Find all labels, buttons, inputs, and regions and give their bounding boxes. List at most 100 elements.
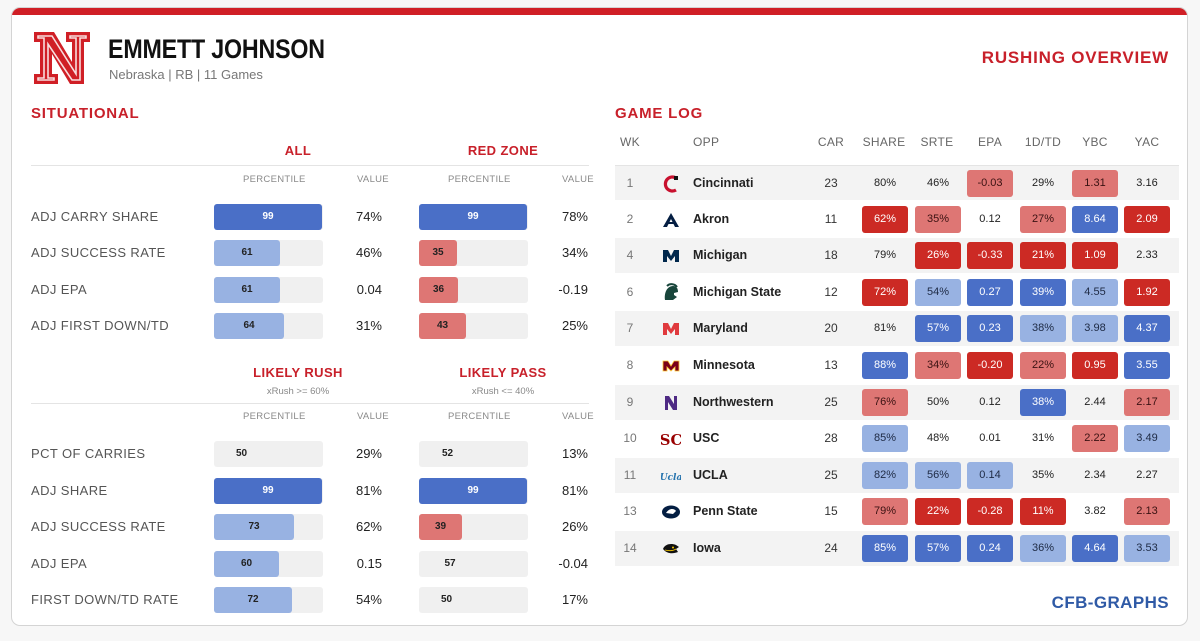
stat-cell-share: 82% [862, 461, 908, 489]
stat-cell-1d-td: 39% [1020, 278, 1066, 306]
metric-label: PCT OF CARRIES [31, 446, 146, 461]
stat-cell-ybc: 3.82 [1084, 505, 1106, 518]
stat-cell-epa: 0.01 [979, 432, 1001, 445]
stat-cell-ybc: 4.55 [1072, 278, 1118, 306]
week-cell: 13 [623, 504, 637, 519]
stat-cell-ybc: 0.95 [1072, 352, 1118, 379]
metric-label: FIRST DOWN/TD RATE [31, 592, 179, 607]
stat-cell-share: 81% [873, 322, 897, 335]
percentile-bar: 39 [419, 514, 528, 540]
opponent-cell: Michigan State [693, 284, 782, 299]
metric-value: 81% [355, 483, 382, 498]
metric-label: ADJ SHARE [31, 483, 108, 498]
percentile-bar: 35 [419, 240, 528, 266]
game-log-title: GAME LOG [615, 105, 704, 122]
percentile-label: 64 [243, 320, 255, 331]
week-cell: 8 [626, 358, 634, 372]
col-header-epa: EPA [977, 135, 1003, 149]
week-cell: 9 [626, 394, 634, 409]
stat-cell-epa: 0.27 [967, 278, 1013, 306]
percentile-label: 50 [235, 448, 248, 459]
player-subtitle: Nebraska | RB | 11 Games [109, 67, 263, 82]
akron-a-icon [661, 210, 681, 230]
stat-cell-ybc: 8.64 [1072, 205, 1118, 233]
stat-cell-yac: 2.13 [1124, 498, 1170, 526]
maryland-m-icon [661, 319, 681, 339]
report-card: EMMETT JOHNSON Nebraska | RB | 11 Games … [11, 7, 1188, 626]
metric-label: ADJ SUCCESS RATE [31, 245, 166, 260]
stat-cell-srte: 54% [915, 278, 961, 306]
stat-cell-srte: 46% [926, 177, 950, 189]
stat-cell-epa: 0.24 [967, 535, 1013, 562]
carries-cell: 28 [824, 431, 838, 446]
stat-cell-srte: 56% [915, 461, 961, 489]
stat-cell-yac: 1.92 [1124, 278, 1170, 306]
metric-value: 46% [355, 245, 382, 260]
stat-cell-srte: 57% [915, 535, 961, 562]
opponent-cell: UCLA [693, 467, 728, 482]
stat-cell-1d-td: 22% [1020, 352, 1066, 379]
percentile-header: PERCENTILE [448, 174, 511, 185]
stat-cell-epa: -0.28 [967, 498, 1013, 526]
percentile-bar: 61 [214, 240, 323, 266]
group-redzone-title: RED ZONE [467, 143, 539, 158]
nebraska-n-logo [34, 32, 90, 84]
percentile-bar: 50 [419, 587, 528, 613]
spartan-helmet-icon [661, 283, 681, 303]
stat-cell-yac: 4.37 [1124, 315, 1170, 343]
week-cell: 4 [626, 248, 634, 263]
brand-watermark: CFB-GRAPHS [1051, 593, 1169, 612]
col-header-share: SHARE [862, 135, 906, 149]
percentile-label: 99 [467, 485, 479, 496]
percentile-label: 36 [432, 284, 445, 295]
table-row: 13 Penn State 15 79% 22% -0.28 11% 3.82 2.13 [615, 494, 1179, 529]
carries-cell: 15 [824, 504, 838, 519]
stat-cell-yac: 2.17 [1124, 388, 1170, 416]
stat-cell-yac: 3.16 [1136, 177, 1158, 189]
iowa-hawk-icon [661, 539, 681, 559]
stat-cell-ybc: 1.31 [1072, 170, 1118, 197]
percentile-label: 99 [262, 211, 274, 222]
metric-value: 17% [561, 592, 588, 607]
metric-value: 0.04 [356, 282, 382, 297]
percentile-label: 61 [241, 284, 253, 295]
stat-cell-yac: 3.53 [1124, 535, 1170, 562]
opponent-cell: Michigan [693, 248, 748, 263]
minnesota-m-icon [661, 356, 681, 376]
percentile-bar: 64 [214, 313, 323, 339]
metric-value: 62% [355, 519, 382, 534]
percentile-label: 60 [240, 558, 253, 569]
metric-value: 25% [561, 318, 588, 333]
report-title: RUSHING OVERVIEW [981, 48, 1169, 67]
carries-cell: 25 [824, 467, 838, 482]
week-cell: 1 [626, 176, 634, 190]
stat-cell-ybc: 2.34 [1084, 468, 1106, 481]
percentile-bar: 99 [419, 478, 528, 504]
opponent-cell: Iowa [693, 541, 721, 555]
percentile-label: 72 [247, 594, 259, 605]
stat-cell-share: 88% [862, 352, 908, 379]
svg-text:SC: SC [661, 431, 681, 449]
metric-value: 34% [561, 245, 588, 260]
carries-cell: 12 [824, 284, 838, 299]
percentile-header: PERCENTILE [243, 174, 306, 185]
percentile-label: 73 [248, 521, 260, 532]
percentile-fill [214, 277, 280, 303]
metric-label: ADJ FIRST DOWN/TD [31, 318, 169, 333]
stat-cell-ybc: 4.64 [1072, 535, 1118, 562]
week-cell: 6 [626, 284, 634, 299]
metric-value: 26% [561, 519, 588, 534]
percentile-bar: 57 [419, 551, 528, 577]
col-header-opp: OPP [693, 135, 720, 149]
stat-cell-yac: 2.33 [1136, 249, 1158, 262]
stat-cell-1d-td: 31% [1031, 432, 1055, 445]
stat-cell-epa: -0.20 [967, 352, 1013, 379]
week-cell: 14 [623, 541, 637, 555]
col-header-ybc: YBC [1082, 135, 1108, 149]
stat-cell-share: 72% [862, 278, 908, 306]
opponent-cell: Northwestern [693, 394, 774, 409]
metric-value: 29% [355, 446, 382, 461]
opponent-cell: Cincinnati [693, 176, 754, 190]
ucla-script-icon: Ucla [660, 466, 683, 486]
michigan-m-icon [661, 246, 681, 266]
